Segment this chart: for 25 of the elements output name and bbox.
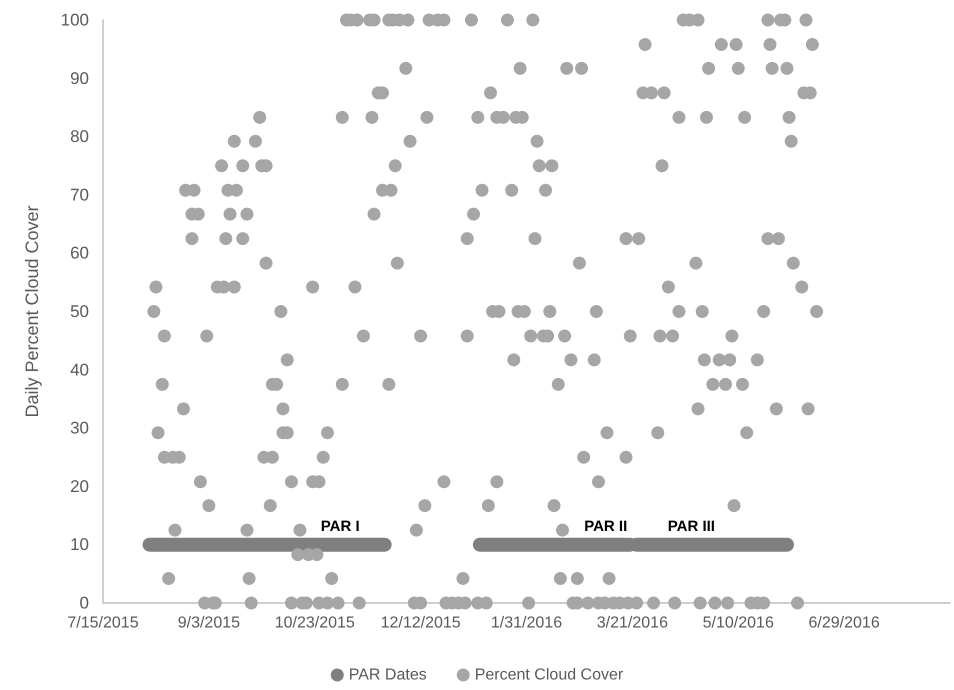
y-axis-title: Daily Percent Cloud Cover xyxy=(22,205,42,418)
y-tick-label: 70 xyxy=(70,185,89,204)
y-tick-label: 10 xyxy=(70,535,89,554)
y-tick-label: 40 xyxy=(70,360,89,380)
annotation: PAR III xyxy=(668,518,715,536)
annotation: PAR I xyxy=(320,518,360,536)
y-tick-label: 50 xyxy=(70,302,89,321)
annotation: PAR II xyxy=(584,518,628,536)
y-tick-label: 0 xyxy=(80,594,89,612)
x-tick-label: 1/31/2016 xyxy=(490,614,562,632)
x-tick-label: 12/12/2015 xyxy=(380,614,461,632)
x-tick-label: 5/10/2016 xyxy=(702,614,774,632)
y-tick-label: 20 xyxy=(70,476,89,496)
legend-label: Percent Cloud Cover xyxy=(474,666,624,684)
y-tick-label: 60 xyxy=(70,244,89,263)
y-tick-label: 30 xyxy=(70,418,89,438)
y-tick-label: 80 xyxy=(70,127,89,146)
y-tick-label: 90 xyxy=(70,68,89,88)
x-tick-label: 10/23/2015 xyxy=(274,614,355,632)
legend-label: PAR Dates xyxy=(348,666,427,684)
x-tick-label: 3/21/2016 xyxy=(596,614,668,632)
x-tick-label: 7/15/2015 xyxy=(67,614,139,632)
y-tick-label: 100 xyxy=(60,10,89,30)
x-tick-label: 6/29/2016 xyxy=(808,614,880,632)
x-tick-label: 9/3/2015 xyxy=(178,614,240,632)
